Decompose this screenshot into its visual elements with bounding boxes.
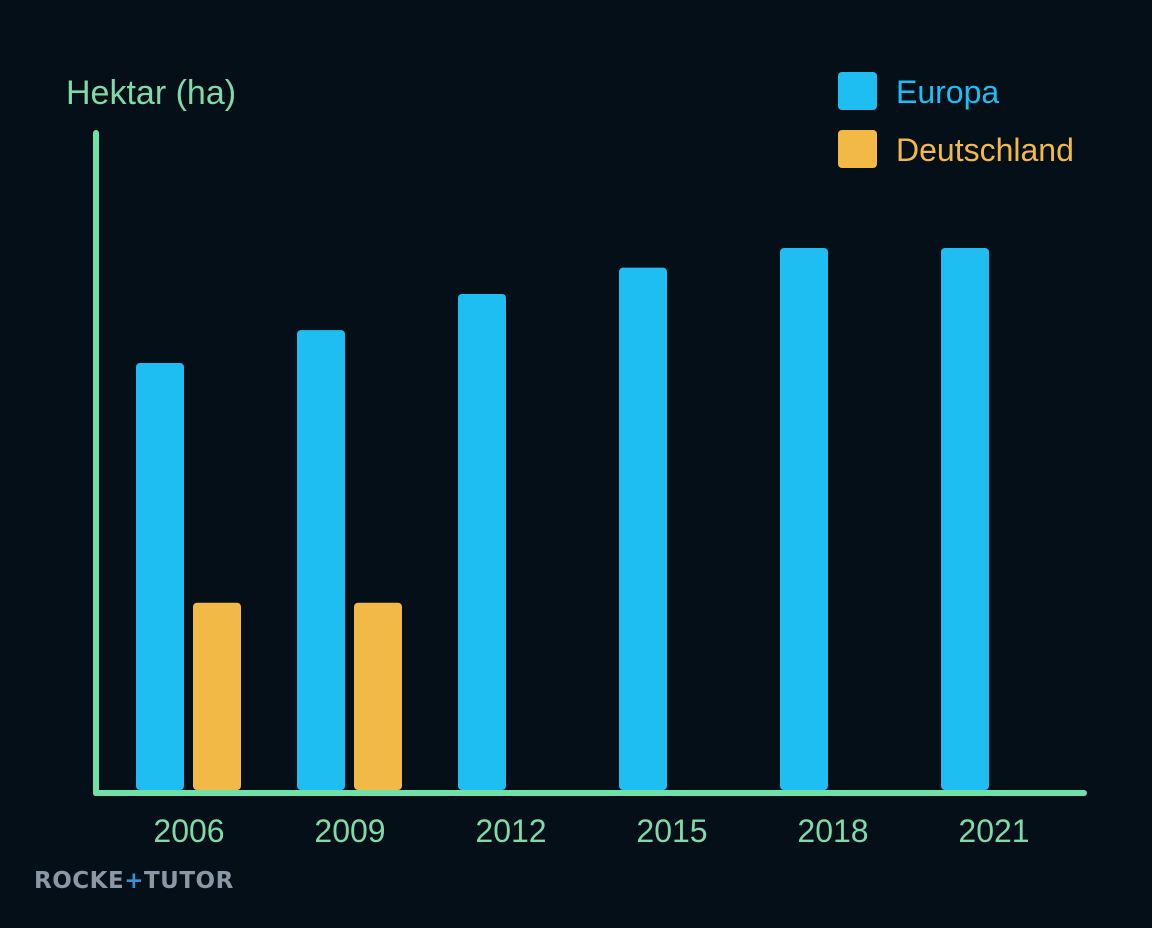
bar-europa-2009 [297,330,345,790]
legend: Europa Deutschland [838,72,1074,168]
x-tick-label-2012: 2012 [475,813,546,849]
rockettutor-logo: ROCKE+TUTOR [34,868,234,894]
x-tick-label-2009: 2009 [314,813,385,849]
x-tick-label-2006: 2006 [153,813,224,849]
x-tick-label-2021: 2021 [958,813,1029,849]
x-tick-labels: 2006 2009 2012 2015 2018 2021 [153,813,1029,849]
legend-label-deutschland: Deutschland [896,132,1074,168]
logo-plus: + [124,868,144,894]
legend-label-europa: Europa [896,74,999,110]
logo-text-right: TUTOR [143,868,234,894]
x-tick-label-2018: 2018 [797,813,868,849]
logo-text-left: ROCKE [34,868,125,894]
bar-europa-2015 [619,267,667,790]
bars-group [136,247,989,791]
bar-europa-2018 [780,247,828,791]
y-axis-label: Hektar (ha) [66,74,236,112]
bar-europa-2012 [458,293,506,790]
legend-swatch-deutschland [838,130,877,168]
legend-swatch-europa [838,72,877,110]
bar-europa-2021 [941,247,989,791]
bar-deutschland-2006 [193,602,241,790]
bar-deutschland-2009 [354,602,402,790]
bar-europa-2006 [136,362,184,790]
x-tick-label-2015: 2015 [636,813,707,849]
